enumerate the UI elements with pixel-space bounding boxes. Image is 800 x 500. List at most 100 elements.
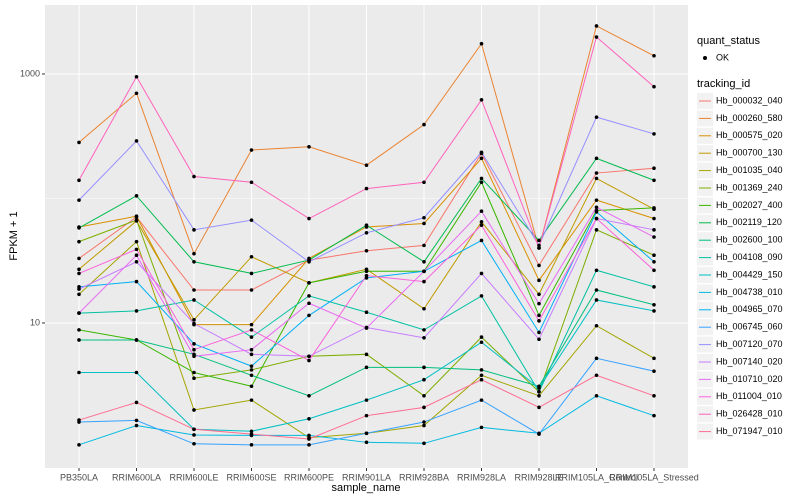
- data-point: [249, 384, 254, 389]
- data-point: [249, 432, 254, 436]
- data-point: [652, 356, 656, 361]
- data-point: [422, 279, 426, 284]
- data-point: [134, 214, 139, 219]
- data-point: [134, 218, 139, 222]
- data-point: [192, 298, 196, 302]
- data-point: [249, 328, 254, 332]
- data-point: [307, 216, 311, 221]
- data-point: [594, 228, 599, 232]
- x-axis-title: sample_name: [331, 482, 400, 494]
- data-point: [249, 368, 254, 372]
- data-point: [479, 176, 484, 181]
- x-tick-label: PB350LA: [60, 472, 98, 482]
- data-point: [134, 194, 139, 198]
- data-point: [307, 281, 311, 285]
- data-point: [422, 259, 426, 264]
- data-point: [652, 285, 656, 289]
- legend-label: Hb_007120_070: [716, 339, 783, 349]
- data-point: [134, 418, 139, 423]
- x-tick-label: RRIM928LA: [457, 472, 506, 482]
- data-point: [249, 398, 254, 402]
- data-point: [192, 288, 196, 292]
- data-point: [249, 218, 254, 222]
- data-point: [422, 423, 426, 428]
- data-point: [594, 24, 599, 28]
- data-point: [192, 318, 196, 322]
- data-point: [364, 248, 369, 253]
- legend-label: Hb_001035_040: [716, 165, 783, 175]
- data-point: [134, 91, 139, 96]
- data-point: [134, 370, 139, 375]
- data-point: [77, 443, 81, 447]
- data-point: [594, 115, 599, 119]
- data-point: [364, 326, 369, 330]
- data-point: [422, 306, 426, 311]
- data-point: [422, 328, 426, 332]
- data-point: [594, 210, 599, 214]
- data-point: [249, 335, 254, 339]
- x-tick-label: RRIM600SE: [226, 472, 276, 482]
- data-point: [537, 432, 541, 436]
- data-point: [192, 174, 196, 179]
- data-point: [134, 279, 139, 284]
- data-point: [192, 259, 196, 264]
- legend-label: Hb_000260_580: [716, 113, 783, 123]
- data-point: [364, 431, 369, 436]
- data-point: [537, 405, 541, 410]
- data-point: [479, 377, 484, 382]
- data-point: [594, 198, 599, 202]
- data-point: [192, 376, 196, 381]
- data-point: [594, 288, 599, 292]
- data-point: [364, 186, 369, 191]
- data-point: [364, 365, 369, 370]
- data-point: [537, 238, 541, 243]
- data-point: [249, 373, 254, 378]
- point-legend-label: OK: [716, 52, 729, 62]
- data-point: [594, 356, 599, 361]
- data-point: [422, 405, 426, 410]
- x-tick-label: RRIM600LE: [169, 472, 218, 482]
- data-point: [422, 122, 426, 127]
- data-point: [192, 427, 196, 432]
- legend-title: tracking_id: [697, 78, 750, 90]
- data-point: [537, 319, 541, 323]
- data-point: [594, 394, 599, 398]
- legend-label: Hb_026428_010: [716, 409, 783, 419]
- data-point: [537, 337, 541, 342]
- data-point: [249, 254, 254, 259]
- data-point: [77, 328, 81, 332]
- data-point: [537, 278, 541, 283]
- data-point: [479, 98, 484, 102]
- data-point: [422, 215, 426, 220]
- data-point: [652, 253, 656, 258]
- x-tick-label: RRIM928LE: [514, 472, 563, 482]
- data-point: [364, 310, 369, 315]
- data-point: [77, 267, 81, 272]
- x-tick-label: RRIM600LA: [112, 472, 161, 482]
- data-point: [192, 354, 196, 359]
- data-point: [479, 373, 484, 378]
- data-point: [594, 171, 599, 175]
- data-point: [594, 156, 599, 161]
- data-point: [77, 311, 81, 315]
- data-point: [422, 420, 426, 424]
- data-point: [364, 230, 369, 235]
- data-point: [652, 166, 656, 171]
- data-point: [537, 330, 541, 335]
- data-point: [77, 418, 81, 422]
- data-point: [192, 408, 196, 412]
- data-point: [479, 294, 484, 298]
- data-point: [307, 437, 311, 441]
- legend-label: Hb_071947_010: [716, 426, 783, 436]
- point-legend-key: [703, 56, 707, 60]
- y-axis-title: FPKM + 1: [8, 211, 20, 260]
- data-point: [364, 413, 369, 418]
- data-point: [307, 416, 311, 421]
- data-point: [652, 178, 656, 183]
- data-point: [192, 370, 196, 375]
- data-point: [537, 394, 541, 398]
- data-point: [307, 301, 311, 306]
- data-point: [537, 263, 541, 268]
- data-point: [479, 219, 484, 224]
- data-point: [249, 148, 254, 152]
